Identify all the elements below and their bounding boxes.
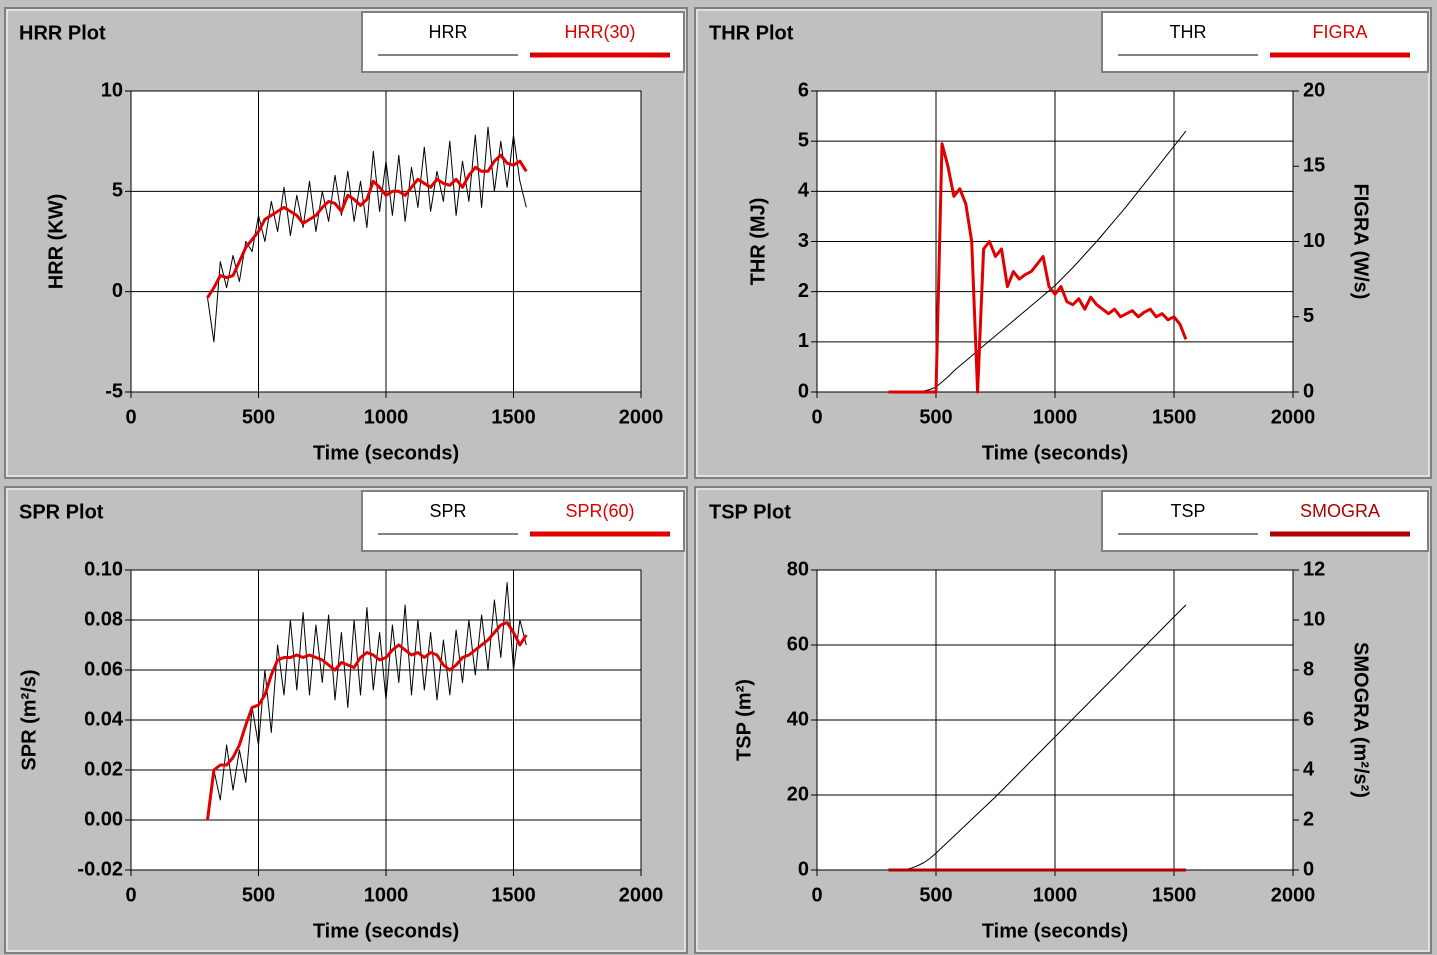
legend-label: SPR(60) [565, 501, 634, 521]
x-tick-label: 0 [125, 884, 136, 906]
legend-label: TSP [1170, 501, 1205, 521]
y-tick-label: 0 [112, 280, 123, 302]
y2-tick-label: 5 [1303, 305, 1314, 327]
series-line [207, 582, 527, 821]
legend-label: HRR(30) [564, 22, 635, 42]
y-tick-label: 0 [798, 858, 809, 880]
x-axis-label: Time (seconds) [982, 442, 1128, 464]
x-tick-label: 2000 [1271, 406, 1316, 428]
y-tick-label: -5 [105, 380, 123, 402]
y-tick-label: 2 [798, 280, 809, 302]
legend-box [1101, 11, 1429, 73]
y-axis-label: TSP (m²) [733, 679, 755, 761]
series-line [888, 604, 1187, 871]
series-line [206, 153, 528, 299]
y-tick-label: 1 [798, 330, 809, 352]
panel-highlight [6, 9, 686, 477]
y-tick-label: 40 [787, 708, 809, 730]
y-tick-label: 20 [787, 783, 809, 805]
series-line [206, 621, 528, 821]
x-tick-label: 0 [811, 884, 822, 906]
series-line [888, 142, 1188, 394]
y2-axis-label: FIGRA (W/s) [1350, 184, 1372, 300]
y-tick-label: 0.06 [84, 658, 123, 680]
y-tick-label: 0.00 [84, 808, 123, 830]
y-tick-label: 0 [798, 380, 809, 402]
y2-tick-label: 20 [1303, 79, 1325, 101]
x-tick-label: 1500 [491, 406, 536, 428]
legend-label: SPR [429, 501, 466, 521]
y-tick-label: 4 [798, 180, 810, 202]
x-tick-label: 1000 [364, 884, 409, 906]
y2-tick-label: 15 [1303, 155, 1325, 177]
x-tick-label: 500 [919, 406, 952, 428]
y2-tick-label: 12 [1303, 558, 1325, 580]
y-tick-label: 80 [787, 558, 809, 580]
legend-label: SMOGRA [1300, 501, 1380, 521]
legend-label: THR [1170, 22, 1207, 42]
x-axis-label: Time (seconds) [313, 442, 459, 464]
x-tick-label: 1000 [364, 406, 409, 428]
y-tick-label: 0.10 [84, 558, 123, 580]
y2-tick-label: 4 [1303, 758, 1315, 780]
y-axis-label: THR (MJ) [747, 198, 769, 286]
x-axis-label: Time (seconds) [982, 920, 1128, 942]
y2-tick-label: 0 [1303, 380, 1314, 402]
y-tick-label: 0.04 [84, 708, 124, 730]
x-tick-label: 0 [811, 406, 822, 428]
panel-highlight [6, 488, 686, 952]
x-tick-label: 1500 [1152, 406, 1197, 428]
chart-title: TSP Plot [709, 501, 791, 523]
chart-title: SPR Plot [19, 501, 104, 523]
y-tick-label: 6 [798, 79, 809, 101]
x-tick-label: 1500 [1152, 884, 1197, 906]
y-tick-label: 10 [101, 79, 123, 101]
x-tick-label: 2000 [619, 884, 664, 906]
legend-box [361, 490, 685, 552]
series-line [207, 126, 527, 343]
x-tick-label: 1500 [491, 884, 536, 906]
y-tick-label: 60 [787, 633, 809, 655]
y2-tick-label: 6 [1303, 708, 1314, 730]
y2-tick-label: 0 [1303, 858, 1314, 880]
y-tick-label: -0.02 [77, 858, 123, 880]
x-tick-label: 500 [242, 406, 275, 428]
x-tick-label: 500 [242, 884, 275, 906]
y-tick-label: 5 [112, 180, 123, 202]
x-tick-label: 500 [919, 884, 952, 906]
y2-tick-label: 8 [1303, 658, 1314, 680]
y2-tick-label: 2 [1303, 808, 1314, 830]
x-tick-label: 0 [125, 406, 136, 428]
y-tick-label: 3 [798, 230, 809, 252]
y2-axis-label: SMOGRA (m²/s²) [1350, 642, 1372, 798]
x-tick-label: 1000 [1033, 884, 1078, 906]
legend-label: HRR [429, 22, 468, 42]
y-axis-label: HRR (KW) [45, 194, 67, 290]
x-tick-label: 2000 [619, 406, 664, 428]
y-tick-label: 0.08 [84, 608, 123, 630]
y-tick-label: 5 [798, 129, 809, 151]
x-tick-label: 2000 [1271, 884, 1316, 906]
x-tick-label: 1000 [1033, 406, 1078, 428]
chart-title: HRR Plot [19, 22, 106, 44]
y2-tick-label: 10 [1303, 608, 1325, 630]
panel-highlight [696, 9, 1430, 477]
legend-box [1101, 490, 1429, 552]
y2-tick-label: 10 [1303, 230, 1325, 252]
x-axis-label: Time (seconds) [313, 920, 459, 942]
series-line [888, 130, 1187, 393]
legend-box [361, 11, 685, 73]
chart-title: THR Plot [709, 22, 794, 44]
legend-label: FIGRA [1312, 22, 1367, 42]
y-axis-label: SPR (m²/s) [18, 669, 40, 770]
panel-highlight [696, 488, 1430, 952]
y-tick-label: 0.02 [84, 758, 123, 780]
